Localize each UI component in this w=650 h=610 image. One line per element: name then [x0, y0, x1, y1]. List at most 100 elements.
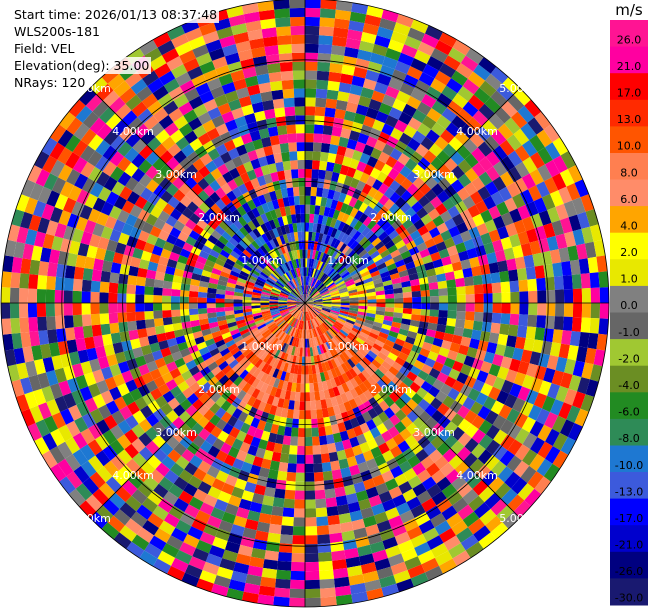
velocity-cell — [305, 303, 308, 312]
velocity-cell — [210, 326, 220, 334]
velocity-cell — [517, 105, 535, 123]
velocity-cell — [354, 141, 366, 153]
velocity-cell — [309, 310, 314, 319]
velocity-cell — [403, 297, 413, 303]
velocity-cell — [383, 396, 395, 408]
velocity-cell — [236, 430, 247, 442]
velocity-cell — [235, 229, 246, 240]
velocity-cell — [306, 258, 310, 268]
velocity-cell — [513, 460, 530, 478]
velocity-cell — [261, 312, 271, 317]
velocity-cell — [41, 137, 58, 156]
velocity-cell — [359, 331, 369, 339]
velocity-cell — [197, 177, 210, 190]
velocity-cell — [315, 507, 328, 518]
velocity-cell — [163, 78, 180, 93]
velocity-cell — [291, 418, 299, 428]
velocity-cell — [215, 175, 228, 188]
velocity-cell — [455, 318, 466, 329]
velocity-cell — [305, 303, 313, 308]
velocity-cell — [57, 147, 73, 165]
velocity-cell — [444, 171, 458, 185]
velocity-cell — [530, 213, 544, 229]
velocity-cell — [297, 445, 305, 455]
velocity-cell — [168, 108, 184, 123]
velocity-cell — [299, 401, 305, 411]
velocity-cell — [379, 528, 395, 542]
velocity-cell — [126, 303, 136, 313]
velocity-cell — [578, 332, 590, 348]
velocity-cell — [31, 245, 43, 261]
velocity-cell — [381, 430, 393, 443]
velocity-cell — [372, 212, 383, 224]
velocity-cell — [322, 303, 332, 306]
velocity-cell — [400, 416, 413, 429]
velocity-cell — [153, 558, 171, 574]
velocity-cell — [197, 190, 210, 202]
velocity-cell — [217, 490, 232, 504]
velocity-cell — [180, 315, 191, 323]
velocity-cell — [384, 225, 396, 236]
velocity-cell — [110, 424, 125, 440]
velocity-cell — [185, 564, 203, 579]
velocity-cell — [329, 378, 337, 388]
velocity-cell — [166, 183, 179, 197]
velocity-cell — [279, 294, 288, 299]
velocity-cell — [203, 371, 215, 382]
velocity-cell — [328, 315, 337, 321]
velocity-cell — [273, 269, 282, 278]
velocity-cell — [414, 542, 431, 557]
velocity-cell — [254, 358, 263, 369]
velocity-cell — [361, 411, 373, 423]
velocity-cell — [424, 238, 436, 249]
velocity-cell — [57, 458, 74, 477]
velocity-cell — [309, 391, 316, 402]
velocity-cell — [274, 488, 286, 499]
velocity-cell — [385, 298, 395, 303]
velocity-cell — [109, 492, 126, 509]
velocity-cell — [280, 264, 288, 273]
velocity-cell — [291, 34, 305, 45]
velocity-cell — [331, 305, 341, 309]
velocity-cell — [391, 361, 403, 372]
velocity-cell — [222, 171, 234, 183]
velocity-cell — [422, 64, 440, 79]
velocity-cell — [277, 552, 292, 562]
velocity-cell — [117, 293, 127, 303]
velocity-cell — [313, 124, 324, 134]
velocity-cell — [247, 565, 263, 577]
velocity-cell — [299, 204, 305, 214]
velocity-cell — [153, 218, 166, 230]
velocity-cell — [251, 356, 260, 366]
velocity-cell — [203, 264, 214, 273]
velocity-cell — [351, 591, 369, 604]
velocity-cell — [450, 413, 465, 427]
velocity-cell — [331, 299, 341, 302]
velocity-cell — [265, 280, 274, 287]
velocity-cell — [312, 346, 317, 356]
velocity-cell — [254, 110, 266, 122]
velocity-cell — [225, 290, 235, 296]
velocity-cell — [319, 287, 328, 294]
velocity-cell — [469, 338, 480, 350]
velocity-cell — [280, 309, 289, 314]
velocity-cell — [319, 312, 328, 319]
velocity-cell — [346, 249, 356, 259]
velocity-cell — [409, 213, 421, 225]
velocity-cell — [304, 294, 305, 303]
velocity-cell — [210, 272, 220, 280]
velocity-cell — [380, 271, 390, 279]
velocity-cell — [226, 282, 236, 289]
velocity-cell — [456, 311, 466, 320]
velocity-cell — [315, 400, 322, 410]
velocity-cell — [170, 462, 185, 477]
velocity-cell — [349, 305, 359, 309]
velocity-cell — [358, 95, 372, 108]
velocity-cell — [481, 273, 492, 285]
velocity-cell — [54, 395, 69, 413]
velocity-cell — [256, 370, 265, 381]
velocity-cell — [152, 157, 166, 172]
velocity-cell — [143, 115, 159, 131]
velocity-cell — [247, 258, 257, 267]
velocity-cell — [457, 432, 472, 447]
